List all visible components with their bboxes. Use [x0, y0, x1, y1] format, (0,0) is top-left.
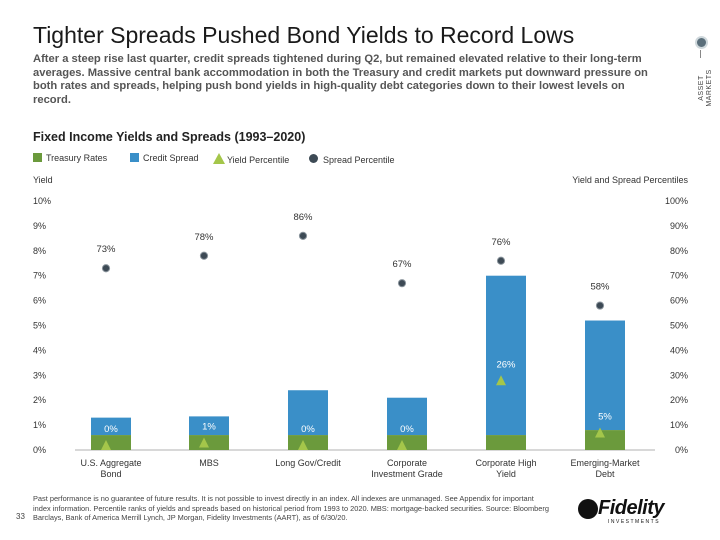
- section-tag: ASSET MARKETS: [690, 32, 713, 112]
- section-dot-icon: [695, 36, 708, 49]
- category-label: Bond: [100, 469, 121, 479]
- spread-percentile-dot: [101, 264, 111, 273]
- legend-label: Spread Percentile: [323, 155, 395, 165]
- credit-spread-bar: [387, 397, 427, 436]
- left-axis-tick-label: 4%: [33, 345, 46, 355]
- right-axis-tick-label: 90%: [670, 221, 688, 231]
- left-axis-tick-label: 1%: [33, 420, 46, 430]
- treasury-rate-bar: [486, 435, 526, 450]
- logo-mark-icon: [578, 499, 598, 519]
- right-axis-tick-label: 60%: [670, 296, 688, 306]
- category-label: Investment Grade: [371, 469, 443, 479]
- credit-spread-bar: [288, 390, 328, 436]
- yield-percentile-label: 5%: [598, 412, 612, 423]
- chart-title: Fixed Income Yields and Spreads (1993–20…: [33, 130, 306, 144]
- left-axis-title: Yield: [33, 175, 53, 185]
- yield-percentile-label: 0%: [104, 424, 118, 435]
- page-number: 33: [16, 512, 25, 521]
- fidelity-logo: Fidelity INVESTMENTS: [578, 497, 690, 525]
- category-label: Corporate: [387, 458, 427, 468]
- right-axis-tick-label: 100%: [665, 196, 688, 206]
- yield-percentile-triangle: [101, 440, 111, 450]
- left-axis-tick-label: 8%: [33, 246, 46, 256]
- yield-percentile-triangle: [595, 427, 605, 438]
- left-axis-tick-label: 9%: [33, 221, 46, 231]
- slide-title: Tighter Spreads Pushed Bond Yields to Re…: [33, 22, 575, 48]
- treasury-rate-bar: [189, 435, 229, 450]
- spread-percentile-label: 58%: [590, 282, 610, 293]
- treasury-rate-bar: [387, 435, 427, 450]
- left-axis-tick-label: 2%: [33, 395, 46, 405]
- yield-percentile-label: 1%: [202, 422, 216, 433]
- spread-percentile-dot: [397, 279, 407, 288]
- credit-spread-bar: [91, 417, 131, 436]
- legend-label: Treasury Rates: [46, 153, 108, 163]
- spread-percentile-label: 86%: [293, 212, 313, 223]
- legend-item-treasury: Treasury Rates: [33, 153, 107, 163]
- legend-triangle-icon: [213, 153, 225, 164]
- treasury-rate-bar: [91, 435, 131, 450]
- logo-wordmark: Fidelity: [598, 497, 665, 519]
- legend-label: Credit Spread: [143, 153, 199, 163]
- spread-percentile-label: 76%: [491, 237, 511, 248]
- yield-percentile-triangle: [298, 440, 308, 450]
- legend-label: Yield Percentile: [227, 155, 290, 165]
- spread-percentile-dot: [496, 256, 506, 265]
- left-axis-tick-label: 3%: [33, 370, 46, 380]
- credit-spread-bar: [189, 416, 229, 436]
- spread-percentile-dot: [199, 251, 209, 260]
- yield-percentile-triangle: [397, 440, 407, 450]
- credit-spread-bar: [486, 275, 526, 436]
- right-axis-title: Yield and Spread Percentiles: [572, 175, 688, 185]
- category-label: Debt: [595, 469, 615, 479]
- legend-swatch-square-icon: [33, 153, 42, 162]
- spread-percentile-label: 67%: [392, 259, 412, 270]
- left-axis-tick-label: 10%: [33, 196, 51, 206]
- spread-percentile-label: 78%: [194, 232, 214, 243]
- spread-percentile-dot: [298, 231, 308, 240]
- footnote: Past performance is no guarantee of futu…: [33, 494, 549, 522]
- legend-swatch-square-icon: [130, 153, 139, 162]
- category-label: MBS: [199, 458, 219, 468]
- logo-subtext: INVESTMENTS: [608, 519, 661, 525]
- treasury-rate-bar: [585, 430, 625, 450]
- credit-spread-bar: [585, 320, 625, 431]
- slide-subtitle: After a steep rise last quarter, credit …: [33, 53, 648, 106]
- left-axis-tick-label: 7%: [33, 271, 46, 281]
- legend-dot-icon: [309, 154, 318, 163]
- right-axis-tick-label: 30%: [670, 370, 688, 380]
- left-axis-tick-label: 5%: [33, 321, 46, 331]
- yield-percentile-triangle: [496, 375, 506, 386]
- category-label: Yield: [496, 469, 516, 479]
- left-axis-tick-label: 0%: [33, 445, 46, 455]
- right-axis-tick-label: 80%: [670, 246, 688, 256]
- category-label: Corporate High: [475, 458, 536, 468]
- category-label: Long Gov/Credit: [275, 458, 341, 468]
- category-label: U.S. Aggregate: [80, 458, 141, 468]
- yield-percentile-label: 0%: [400, 424, 414, 435]
- category-label: Emerging-Market: [570, 458, 640, 468]
- right-axis-tick-label: 50%: [670, 321, 688, 331]
- legend-item-spread-percentile: Spread Percentile: [308, 153, 395, 165]
- right-axis-tick-label: 10%: [670, 420, 688, 430]
- yield-percentile-triangle: [199, 437, 209, 448]
- legend-item-yield-percentile: Yield Percentile: [213, 153, 289, 165]
- section-tag-divider: [700, 50, 701, 58]
- treasury-rate-bar: [288, 435, 328, 450]
- right-axis-tick-label: 20%: [670, 395, 688, 405]
- right-axis-tick-label: 0%: [675, 445, 688, 455]
- right-axis-tick-label: 70%: [670, 271, 688, 281]
- spread-percentile-dot: [595, 301, 605, 310]
- spread-percentile-label: 73%: [96, 244, 116, 255]
- yield-percentile-label: 26%: [496, 359, 516, 370]
- left-axis-tick-label: 6%: [33, 296, 46, 306]
- legend-item-spread: Credit Spread: [130, 153, 199, 163]
- yield-percentile-label: 0%: [301, 424, 315, 435]
- right-axis-tick-label: 40%: [670, 345, 688, 355]
